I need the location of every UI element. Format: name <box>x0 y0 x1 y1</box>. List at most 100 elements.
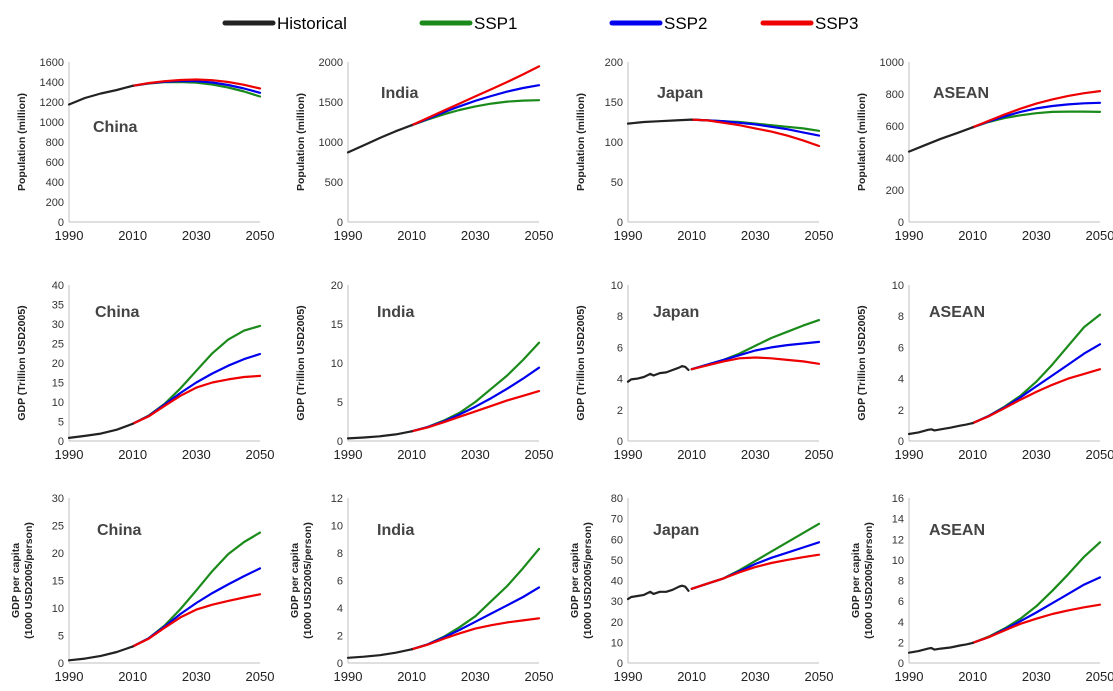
x-tick-label: 1990 <box>55 669 84 684</box>
y-tick-label: 50 <box>611 555 623 567</box>
x-tick-label: 2030 <box>461 669 490 684</box>
x-tick-label: 2050 <box>525 447 554 462</box>
series-line-ssp1 <box>410 99 541 127</box>
y-tick-label: 150 <box>605 97 623 109</box>
x-tick-label: 1990 <box>614 228 643 243</box>
series-line-ssp1 <box>690 522 821 590</box>
series-line-historical <box>346 430 413 440</box>
y-tick-label: 25 <box>52 339 64 351</box>
y-axis-label: (1000 USD2005/person) <box>582 522 594 639</box>
series-line-historical <box>346 648 413 659</box>
y-tick-label: 25 <box>52 521 64 533</box>
legend: Historical SSP1 SSP2 SSP3 <box>222 14 858 33</box>
x-tick-label: 2050 <box>246 669 275 684</box>
x-tick-label: 2050 <box>246 228 275 243</box>
y-tick-label: 12 <box>331 493 343 505</box>
y-tick-label: 800 <box>46 137 64 149</box>
y-tick-label: 15 <box>52 576 64 588</box>
y-tick-label: 0 <box>337 436 343 448</box>
y-tick-label: 35 <box>52 300 64 312</box>
series-line-ssp3 <box>131 374 262 425</box>
series-line-ssp2 <box>971 343 1102 425</box>
legend-label-historical: Historical <box>277 14 347 33</box>
series-line-ssp3 <box>410 390 541 433</box>
y-axis-label: Population (million) <box>575 93 587 191</box>
legend-item-ssp1: SSP1 <box>419 14 517 33</box>
y-tick-label: 20 <box>331 280 343 292</box>
series-line-ssp1 <box>131 531 262 648</box>
y-axis-label: GDP (Trillion USD2005) <box>16 305 28 420</box>
x-tick-label: 2010 <box>118 228 147 243</box>
series-line-historical <box>67 84 134 106</box>
y-tick-label: 8 <box>898 576 904 588</box>
y-tick-label: 500 <box>325 177 343 189</box>
y-axis-label: GDP (Trillion USD2005) <box>575 305 587 420</box>
x-tick-label: 2050 <box>1086 669 1113 684</box>
series-line-ssp3 <box>410 65 541 127</box>
y-tick-label: 16 <box>892 493 904 505</box>
legend-label-ssp3: SSP3 <box>815 14 858 33</box>
y-axis-label: GDP (Trillion USD2005) <box>295 305 307 420</box>
y-tick-label: 0 <box>337 658 343 670</box>
y-tick-label: 2 <box>898 405 904 417</box>
panel-title: China <box>97 522 142 539</box>
y-tick-label: 40 <box>611 576 623 588</box>
y-tick-label: 2 <box>617 405 623 417</box>
series-line-ssp3 <box>690 356 821 371</box>
y-tick-label: 200 <box>605 57 623 69</box>
y-tick-label: 0 <box>617 436 623 448</box>
y-tick-label: 6 <box>898 596 904 608</box>
y-tick-label: 30 <box>611 596 623 608</box>
y-tick-label: 4 <box>898 617 904 629</box>
y-tick-label: 10 <box>52 397 64 409</box>
y-tick-label: 80 <box>611 493 623 505</box>
x-tick-label: 2030 <box>182 228 211 243</box>
legend-item-ssp2: SSP2 <box>609 14 707 33</box>
y-tick-label: 400 <box>886 153 904 165</box>
x-tick-label: 1990 <box>614 669 643 684</box>
x-tick-label: 1990 <box>55 228 84 243</box>
series-line-ssp2 <box>971 101 1102 129</box>
series-line-historical <box>346 124 413 154</box>
x-tick-label: 1990 <box>334 228 363 243</box>
x-tick-label: 2050 <box>805 447 834 462</box>
legend-label-ssp2: SSP2 <box>664 14 707 33</box>
x-tick-label: 2010 <box>677 447 706 462</box>
series-line-historical <box>67 422 134 439</box>
panel-india-population: 0 500 1000 1500 2000 1990 2010 2030 2050 Populati… <box>295 57 553 243</box>
y-tick-label: 100 <box>605 137 623 149</box>
x-tick-label: 1990 <box>334 447 363 462</box>
y-tick-label: 30 <box>52 493 64 505</box>
y-tick-label: 200 <box>886 185 904 197</box>
panel-india-gdp-per-capita: 0 2 4 6 8 10 12 1990 2010 2030 2050 GDP per capita(… <box>289 493 553 684</box>
y-tick-label: 600 <box>46 157 64 169</box>
series-line-ssp3 <box>971 603 1102 645</box>
y-tick-label: 10 <box>331 358 343 370</box>
x-tick-label: 2030 <box>741 228 770 243</box>
y-tick-label: 8 <box>898 311 904 323</box>
x-tick-label: 2050 <box>246 447 275 462</box>
series-line-ssp3 <box>131 78 262 90</box>
panel-china-population: 0 200 400 600 800 1000 1200 1400 1600 1990 2010 203… <box>16 57 274 243</box>
x-tick-label: 2030 <box>182 669 211 684</box>
y-axis-label: GDP per capita <box>10 543 22 618</box>
series-line-historical <box>907 126 974 153</box>
legend-item-historical: Historical <box>222 14 347 33</box>
y-axis-label: (1000 USD2005/person) <box>302 522 314 639</box>
series-line-ssp2 <box>410 586 541 651</box>
y-tick-label: 1000 <box>319 137 343 149</box>
x-tick-label: 2030 <box>461 447 490 462</box>
x-tick-label: 2050 <box>1086 447 1113 462</box>
y-tick-label: 0 <box>898 217 904 229</box>
panel-title: India <box>381 85 418 102</box>
y-tick-label: 4 <box>898 374 904 386</box>
x-tick-label: 2010 <box>958 447 987 462</box>
panel-title: China <box>93 119 138 136</box>
series-line-ssp3 <box>971 89 1102 129</box>
y-axis-label: GDP per capita <box>289 543 301 618</box>
y-tick-label: 60 <box>611 534 623 546</box>
panel-title: India <box>377 522 414 539</box>
y-tick-label: 10 <box>611 280 623 292</box>
